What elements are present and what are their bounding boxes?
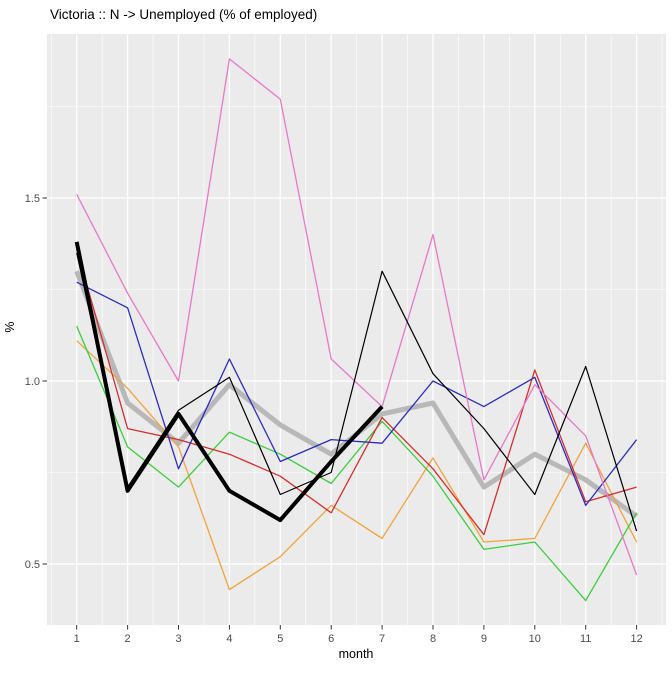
- series-black-thick: [74, 241, 384, 523]
- x-tick-label: 6: [328, 633, 334, 645]
- x-tick-label: 3: [175, 633, 181, 645]
- x-axis-title: month: [339, 647, 374, 661]
- y-tick-label: 0.5: [25, 559, 40, 571]
- x-tick-label: 9: [481, 633, 487, 645]
- x-tick-label: 10: [529, 633, 541, 645]
- x-axis-tick-labels: 1 2 3 4 5 6 7 8 9 10 11 12: [74, 633, 643, 645]
- x-tick-label: 2: [125, 633, 131, 645]
- y-axis-tick-labels: 0.5 1.0 1.5: [25, 193, 40, 571]
- x-tick-label: 7: [379, 633, 385, 645]
- x-tick-label: 11: [580, 633, 591, 645]
- data-series: [74, 58, 639, 602]
- x-tick-label: 5: [277, 633, 283, 645]
- gridlines-minor: [47, 34, 666, 625]
- chart-title: Victoria :: N -> Unemployed (% of employ…: [50, 7, 317, 22]
- x-tick-label: 4: [226, 633, 232, 645]
- series-pink: [76, 58, 638, 576]
- x-tick-label: 8: [430, 633, 436, 645]
- y-tick-label: 1.0: [25, 376, 40, 388]
- series-red: [76, 249, 637, 536]
- series-blue: [76, 281, 638, 507]
- x-tick-label: 12: [630, 633, 642, 645]
- axis-ticks: [42, 197, 638, 630]
- y-tick-label: 1.5: [25, 193, 40, 205]
- x-tick-label: 1: [74, 633, 80, 645]
- y-axis-title: %: [3, 321, 17, 332]
- series-green: [76, 325, 638, 602]
